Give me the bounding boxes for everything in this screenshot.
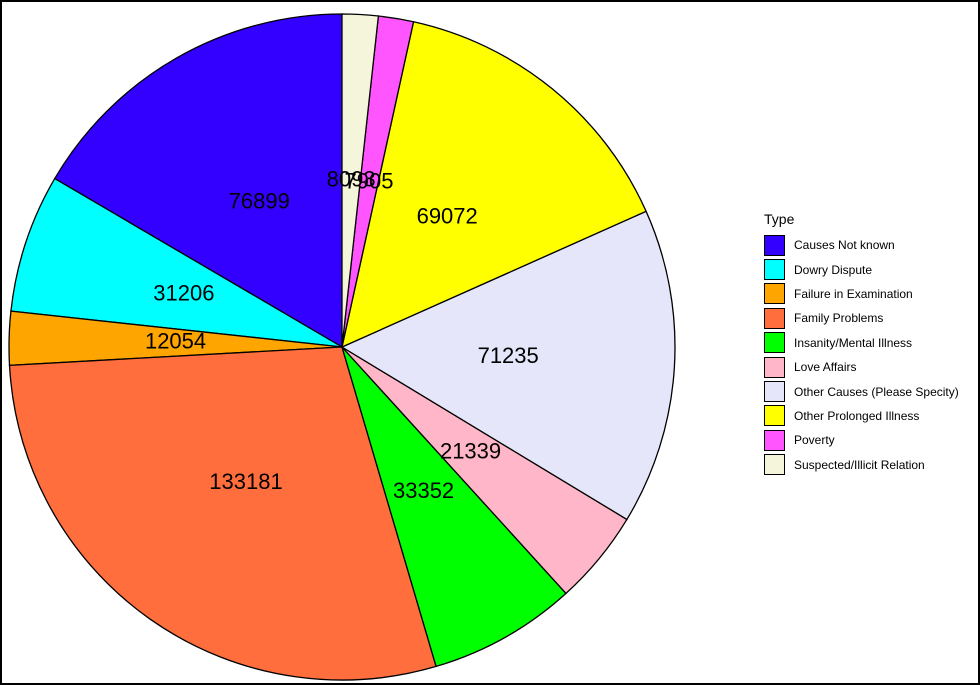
- legend-swatch: [764, 307, 785, 329]
- slice-value-label: 33352: [393, 478, 454, 503]
- legend-item: Love Affairs: [764, 355, 959, 379]
- legend-label: Suspected/Illicit Relation: [794, 457, 925, 472]
- slice-value-label: 7905: [345, 169, 394, 194]
- legend-label: Poverty: [794, 433, 835, 448]
- pie-slice: [10, 177, 343, 348]
- legend-item: Insanity/Mental Illness: [764, 331, 959, 355]
- pie-slice: [340, 210, 676, 521]
- legend-swatch: [764, 356, 785, 378]
- legend-swatch: [764, 283, 785, 305]
- legend-swatch: [764, 259, 785, 281]
- slice-value-label: 69072: [417, 204, 478, 229]
- pie-slice: [53, 13, 343, 349]
- legend-label: Insanity/Mental Illness: [794, 335, 913, 350]
- slice-value-label: 8093: [327, 167, 376, 192]
- slice-value-label: 21339: [440, 439, 501, 464]
- slice-value-label: 31206: [153, 281, 214, 306]
- legend-items: Causes Not known Dowry Dispute Failure in …: [764, 233, 959, 477]
- legend-swatch: [764, 454, 785, 476]
- legend: Type Causes Not known Dowry Dispute Failur…: [764, 211, 959, 477]
- legend-item: Other Prolonged Illness: [764, 404, 959, 428]
- legend-item: Other Causes (Please Specity): [764, 379, 959, 403]
- legend-item: Dowry Dispute: [764, 257, 959, 281]
- legend-item: Poverty: [764, 428, 959, 452]
- pie-slice: [341, 13, 380, 348]
- legend-swatch: [764, 234, 785, 256]
- pie-slice: [341, 20, 647, 349]
- legend-swatch: [764, 429, 785, 451]
- legend-label: Family Problems: [794, 311, 884, 326]
- legend-label: Causes Not known: [794, 238, 895, 253]
- legend-item: Causes Not known: [764, 233, 959, 257]
- slice-value-label: 133181: [209, 469, 282, 494]
- slice-value-label: 71235: [478, 343, 539, 368]
- legend-title: Type: [764, 211, 795, 227]
- pie-slice: [8, 346, 437, 681]
- legend-label: Other Causes (Please Specity): [794, 384, 959, 399]
- slice-value-label: 76899: [229, 188, 290, 213]
- legend-swatch: [764, 381, 785, 403]
- legend-label: Other Prolonged Illness: [794, 408, 920, 423]
- legend-label: Love Affairs: [794, 360, 857, 375]
- legend-swatch: [764, 405, 785, 427]
- slice-value-label: 12054: [145, 328, 206, 353]
- legend-label: Failure in Examination: [794, 286, 913, 301]
- legend-item: Suspected/Illicit Relation: [764, 453, 959, 477]
- legend-item: Family Problems: [764, 306, 959, 330]
- legend-item: Failure in Examination: [764, 282, 959, 306]
- legend-swatch: [764, 332, 785, 354]
- legend-label: Dowry Dispute: [794, 262, 873, 277]
- pie-slice: [341, 346, 567, 668]
